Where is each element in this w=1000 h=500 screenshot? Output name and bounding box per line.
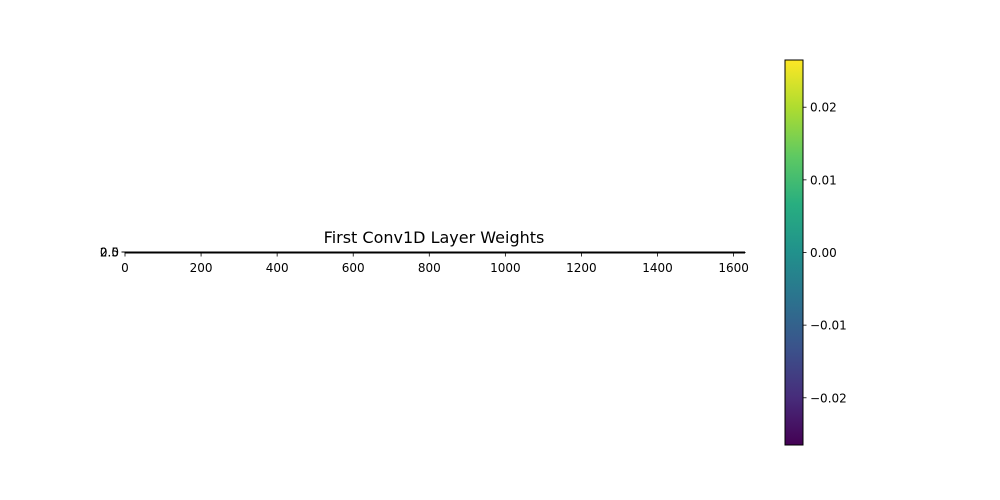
x-tick-label: 1000 [490, 261, 521, 275]
heatmap-axes: 0 200 400 600 800 1000 1200 1400 1600 0.02.5 [100, 246, 749, 276]
x-axis: 0 200 400 600 800 1000 1200 1400 1600 [121, 253, 749, 275]
x-tick-label: 1200 [566, 261, 597, 275]
colorbar-tick-label: 0.01 [810, 173, 837, 187]
x-tick-label: 800 [418, 261, 441, 275]
colorbar: −0.02 −0.01 0.00 0.01 0.02 [784, 59, 847, 446]
x-tick-label: 600 [342, 261, 365, 275]
y-tick-label: 2.5 [100, 246, 119, 260]
colorbar-tick-label: −0.02 [810, 391, 847, 405]
y-tick-label: 0.0 [100, 246, 119, 260]
x-tick-label: 400 [266, 261, 289, 275]
chart-title: First Conv1D Layer Weights [324, 228, 545, 247]
colorbar-axis: −0.02 −0.01 0.00 0.01 0.02 [803, 101, 847, 405]
y-axis: 0.02.5 [100, 246, 125, 260]
colorbar-tick-label: 0.02 [810, 101, 837, 115]
x-tick-label: 0 [121, 261, 129, 275]
colorbar-tick-label: 0.00 [810, 246, 837, 260]
x-tick-label: 1400 [642, 261, 673, 275]
x-tick-label: 1600 [718, 261, 749, 275]
colorbar-gradient [784, 59, 804, 446]
colorbar-tick-label: −0.01 [810, 319, 847, 333]
x-tick-label: 200 [190, 261, 213, 275]
